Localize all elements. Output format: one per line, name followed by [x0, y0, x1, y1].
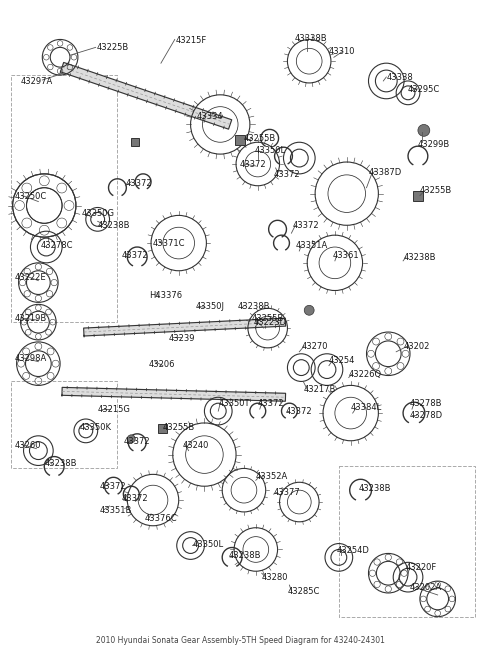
Text: 43298A: 43298A [14, 354, 47, 363]
Text: 43254: 43254 [329, 356, 355, 365]
Text: 43238B: 43238B [97, 221, 130, 230]
Text: 43238B: 43238B [238, 302, 271, 311]
Text: 43372: 43372 [100, 482, 126, 491]
Text: 43350L: 43350L [255, 147, 286, 155]
Text: 43299B: 43299B [418, 140, 450, 149]
Text: 43260: 43260 [14, 441, 41, 450]
Text: 43255B: 43255B [252, 314, 284, 323]
FancyBboxPatch shape [235, 135, 245, 145]
Text: 43238B: 43238B [44, 458, 77, 468]
Text: 43255B: 43255B [163, 423, 195, 432]
Text: 43278B: 43278B [410, 399, 443, 408]
Text: 43350G: 43350G [82, 209, 115, 219]
Text: 43351A: 43351A [295, 241, 328, 250]
Text: 43215F: 43215F [176, 35, 207, 45]
Text: 43250C: 43250C [14, 192, 47, 201]
Text: 43351B: 43351B [100, 506, 132, 515]
Text: 43215G: 43215G [97, 405, 131, 414]
Text: 43372: 43372 [121, 494, 148, 503]
Text: 43206: 43206 [149, 360, 176, 369]
Text: H43376: H43376 [149, 290, 182, 300]
Text: 43384L: 43384L [351, 403, 382, 412]
Text: 43219B: 43219B [14, 314, 47, 323]
Text: 43350K: 43350K [80, 423, 112, 432]
Text: 43270: 43270 [301, 342, 328, 351]
Text: 43295C: 43295C [408, 85, 440, 94]
Text: 43377: 43377 [274, 488, 300, 497]
Circle shape [418, 124, 430, 136]
Text: 43338B: 43338B [294, 33, 327, 43]
Text: 43254D: 43254D [337, 545, 370, 555]
Text: 43226Q: 43226Q [349, 369, 382, 379]
Text: 43217B: 43217B [303, 385, 336, 395]
Text: 43238B: 43238B [359, 484, 391, 493]
Circle shape [304, 305, 314, 315]
Polygon shape [84, 318, 286, 336]
Text: 43202: 43202 [404, 342, 431, 351]
Text: 43310: 43310 [329, 47, 356, 56]
Text: 43222E: 43222E [14, 273, 46, 282]
Text: 43372: 43372 [121, 251, 148, 260]
Text: 43350L: 43350L [192, 540, 224, 549]
Text: 43372: 43372 [292, 221, 319, 230]
Text: 43240: 43240 [183, 441, 209, 450]
FancyBboxPatch shape [413, 191, 423, 201]
Text: 43278C: 43278C [40, 241, 73, 250]
Text: 43361: 43361 [333, 251, 360, 260]
Text: 43372: 43372 [286, 407, 312, 416]
Text: 43352A: 43352A [256, 472, 288, 482]
Text: 43280: 43280 [262, 573, 288, 582]
FancyBboxPatch shape [158, 424, 168, 434]
Circle shape [127, 435, 135, 443]
Polygon shape [60, 62, 232, 129]
Text: 43297A: 43297A [21, 77, 53, 86]
Text: 43372: 43372 [258, 399, 285, 408]
Text: 43202A: 43202A [410, 583, 442, 592]
Text: 43350J: 43350J [195, 302, 225, 311]
Text: 43334: 43334 [196, 112, 223, 120]
Text: 43387D: 43387D [369, 168, 402, 177]
Text: 43238B: 43238B [228, 551, 261, 561]
Text: 43238B: 43238B [404, 253, 437, 262]
Text: 43285C: 43285C [288, 587, 320, 596]
Polygon shape [62, 387, 286, 401]
Text: 43239: 43239 [169, 334, 195, 343]
Text: 43372: 43372 [125, 179, 152, 188]
FancyBboxPatch shape [131, 138, 139, 147]
Text: 2010 Hyundai Sonata Gear Assembly-5TH Speed Diagram for 43240-24301: 2010 Hyundai Sonata Gear Assembly-5TH Sp… [96, 636, 384, 646]
Text: 43223D: 43223D [254, 318, 287, 327]
Text: 43225B: 43225B [96, 43, 129, 52]
Text: 43338: 43338 [386, 73, 413, 82]
Text: 43372: 43372 [240, 160, 266, 169]
Text: 43278D: 43278D [410, 411, 443, 420]
Text: 43350T: 43350T [218, 399, 250, 408]
Text: 43376C: 43376C [145, 514, 178, 523]
Text: 43372: 43372 [274, 170, 300, 179]
Text: 43220F: 43220F [406, 563, 437, 572]
Text: 43255B: 43255B [420, 186, 452, 195]
Text: 43372: 43372 [123, 437, 150, 446]
Text: 43255B: 43255B [244, 134, 276, 143]
Text: 43371C: 43371C [153, 239, 185, 248]
